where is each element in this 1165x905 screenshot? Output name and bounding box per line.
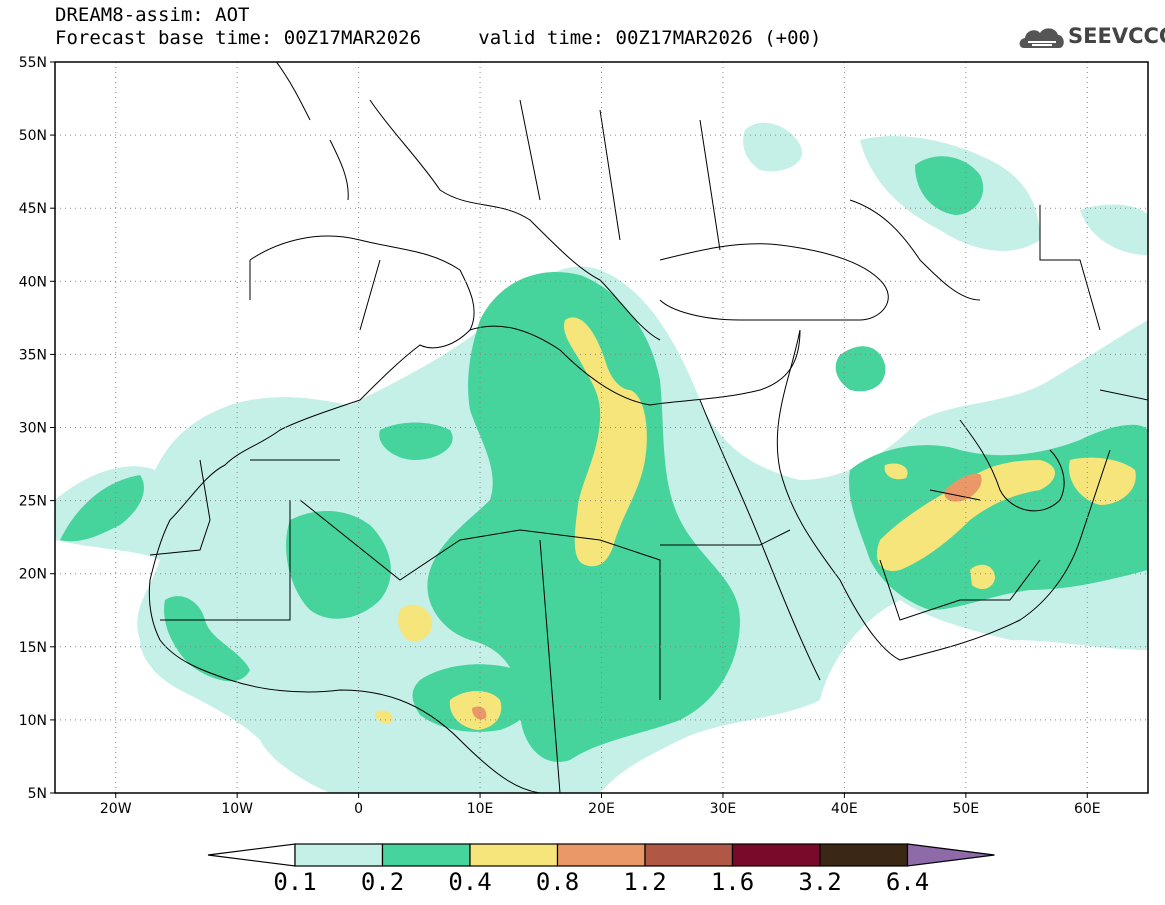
graticule [55,62,1148,793]
lon-tick-label: 10E [467,801,494,817]
colorbar-segment [644,843,734,867]
valid-time: valid time: 00Z17MAR2026 (+00) [478,27,822,49]
lat-tick-label: 10N [19,713,47,729]
lat-tick-label: 20N [19,567,47,583]
lat-tick-label: 15N [19,640,47,656]
lat-tick-label: 50N [19,128,47,144]
lat-tick-label: 25N [19,494,47,510]
lon-tick-label: 40E [831,801,858,817]
lon-tick-label: 60E [1074,801,1101,817]
lon-axis: 20W 10W 0 10E 20E 30E 40E 50E 60E [100,793,1101,817]
time-line: Forecast base time: 00Z17MAR2026 valid t… [55,27,821,49]
logo-text: SEEVCCC [1068,24,1165,48]
base-time: Forecast base time: 00Z17MAR2026 [55,27,422,49]
lat-tick-label: 40N [19,274,47,290]
map-title: DREAM8-assim: AOT [55,4,250,26]
colorbar-segment [381,843,471,867]
aot-shading [55,122,1148,793]
cloud-logo-icon [1019,28,1064,48]
lon-tick-label: 20W [100,801,132,817]
lon-tick-label: 20E [588,801,615,817]
lon-tick-label: 10W [221,801,253,817]
lon-tick-label: 0 [354,801,363,817]
colorbar-label: 3.2 [798,868,842,896]
lat-tick-label: 30N [19,421,47,437]
lat-tick-label: 35N [19,347,47,363]
colorbar-high-arrow [906,843,995,867]
colorbar-segment [731,843,821,867]
lat-tick-label: 5N [28,786,47,802]
colorbar [207,843,995,867]
colorbar-label: 0.4 [448,868,492,896]
lat-axis: 55N 50N 45N 40N 35N 30N 25N 20N 15N 10N 5N [19,55,55,802]
colorbar-segment [819,843,909,867]
lon-tick-label: 30E [710,801,737,817]
colorbar-label: 1.2 [623,868,667,896]
colorbar-segment [469,843,559,867]
colorbar-label: 0.1 [273,868,317,896]
lat-tick-label: 45N [19,201,47,217]
colorbar-label: 1.6 [710,868,755,896]
lat-tick-label: 55N [19,55,47,71]
colorbar-segment [294,843,384,867]
colorbar-label: 0.8 [535,868,580,896]
colorbar-label: 0.2 [360,868,405,896]
colorbar-segment [556,843,646,867]
coastlines [148,62,1148,793]
colorbar-label: 6.4 [885,868,930,896]
lon-tick-label: 50E [952,801,979,817]
colorbar-low-arrow [207,843,296,867]
